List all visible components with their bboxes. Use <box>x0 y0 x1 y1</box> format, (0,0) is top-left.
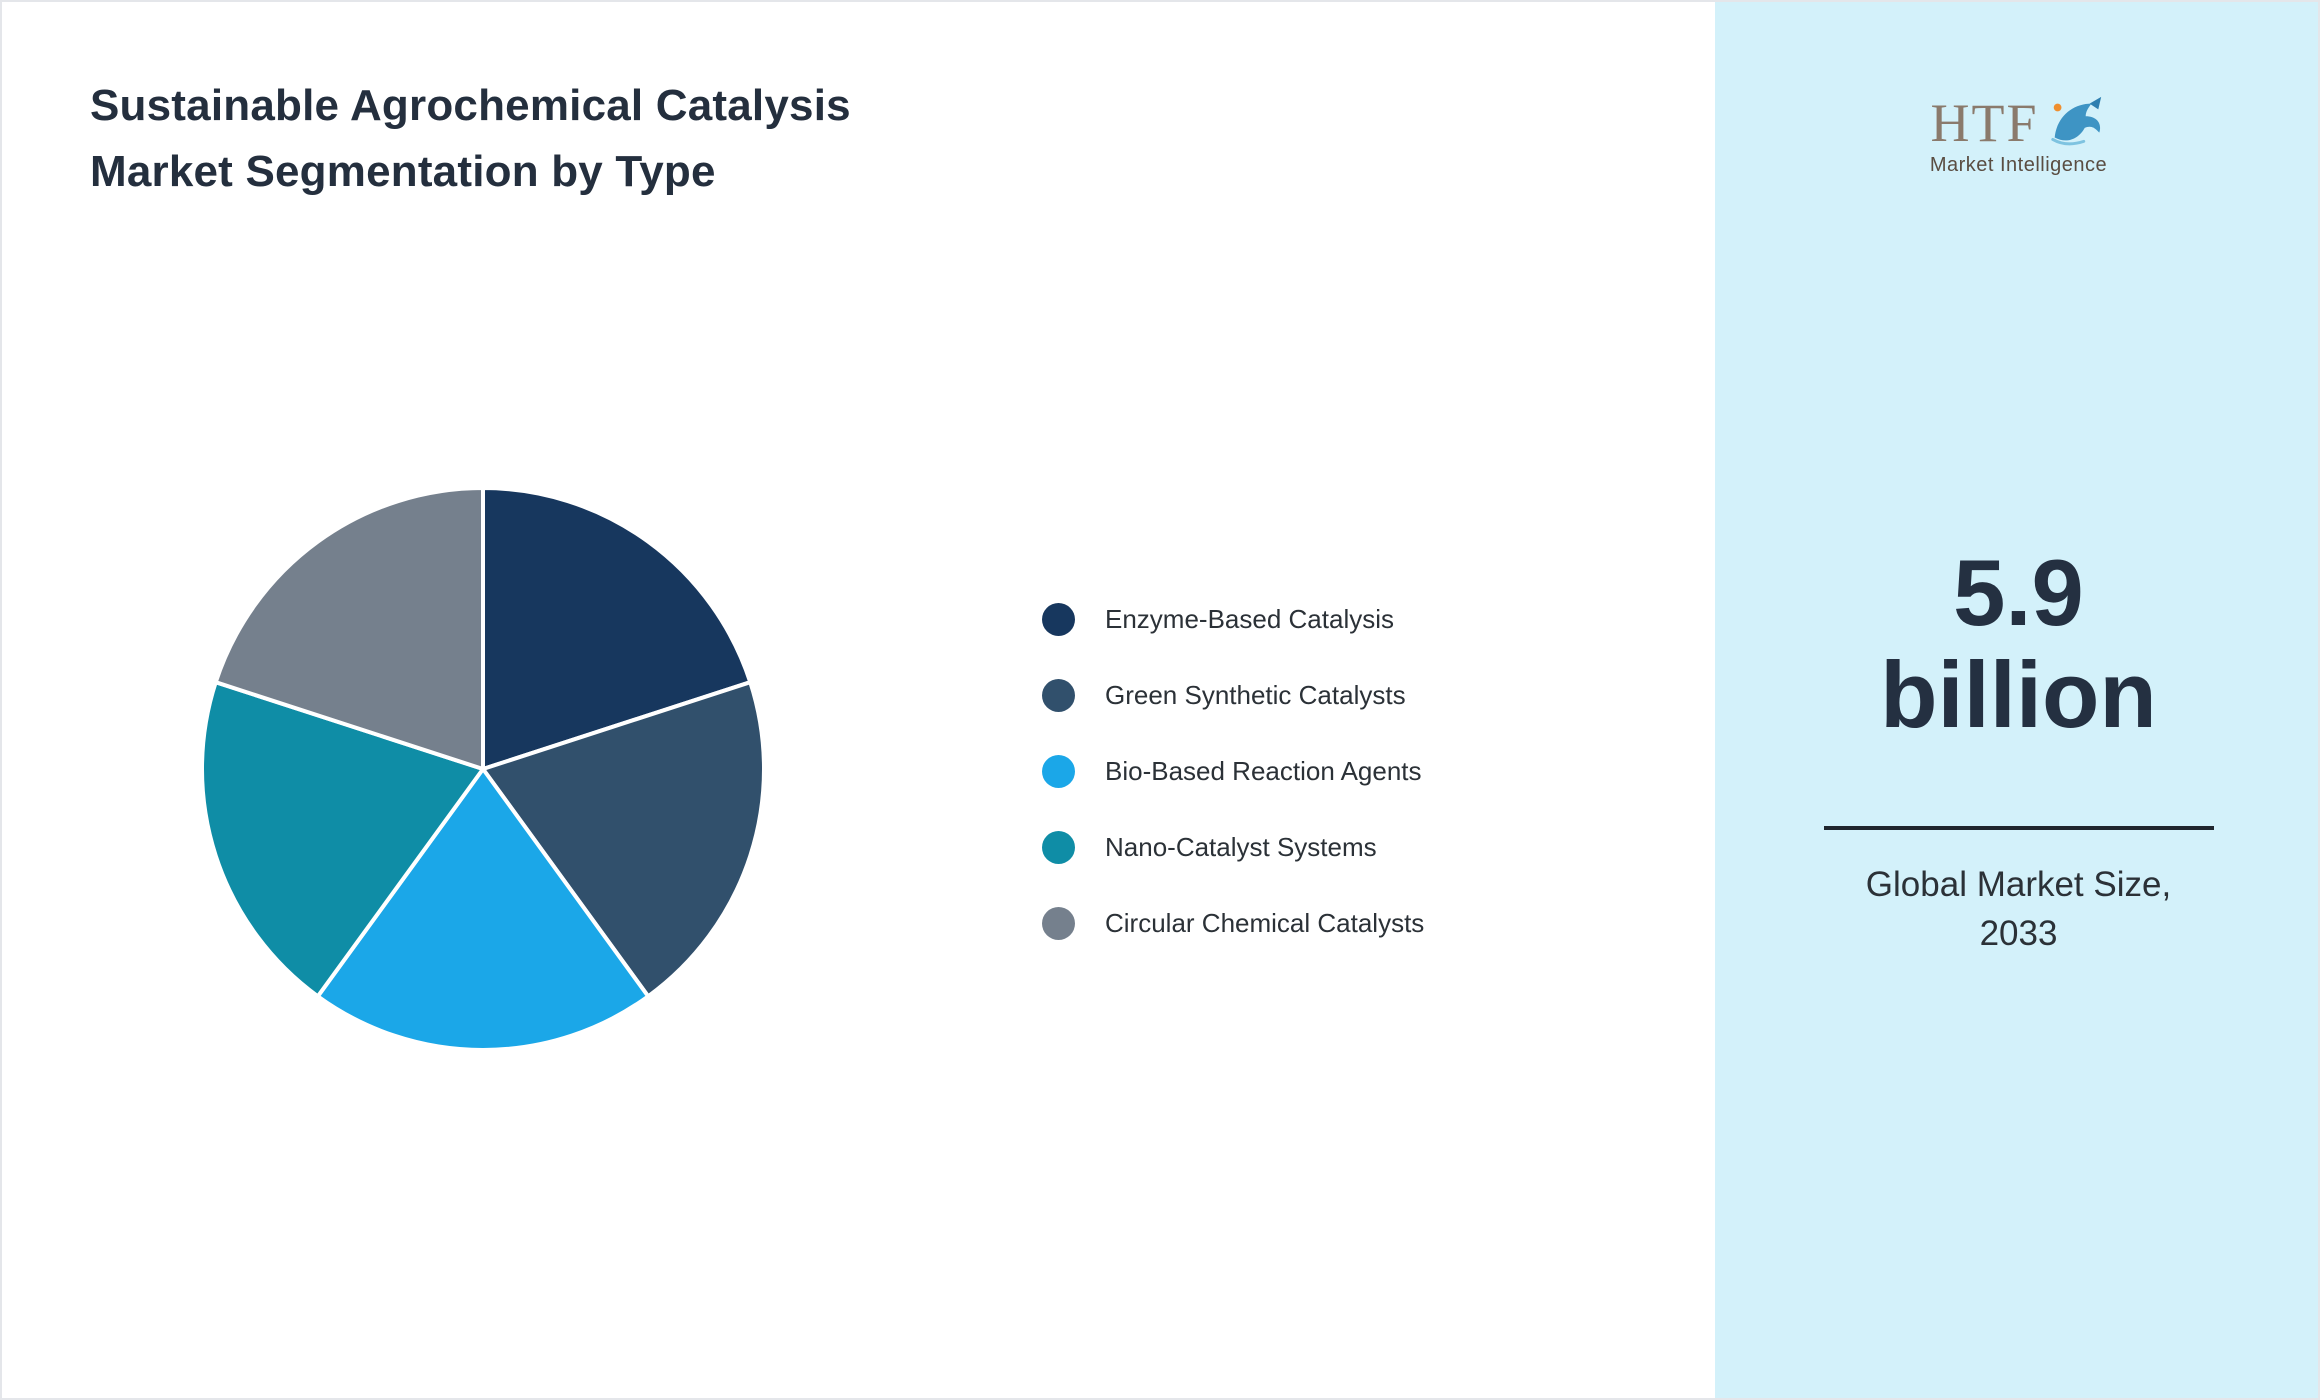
divider <box>1823 826 2214 830</box>
pie-slice <box>315 767 651 1052</box>
legend-item: Green Synthetic Catalysts <box>1042 657 1424 733</box>
brand-logo: HTF Market Intelligence <box>1715 93 2318 177</box>
pie-slice <box>200 680 485 999</box>
sidebar: HTF Market Intelligence 5.9 billion Glob… <box>1715 2 2318 1398</box>
dolphin-icon <box>2050 96 2101 146</box>
legend-label: Enzyme-Based Catalysis <box>1105 603 1394 634</box>
legend-swatch <box>1042 906 1075 940</box>
legend-item: Enzyme-Based Catalysis <box>1042 581 1424 657</box>
legend-label: Green Synthetic Catalysts <box>1105 679 1406 710</box>
legend-item: Circular Chemical Catalysts <box>1042 885 1424 961</box>
legend: Enzyme-Based Catalysis Green Synthetic Ca… <box>1042 581 1424 961</box>
legend-label: Nano-Catalyst Systems <box>1105 831 1377 862</box>
market-size-value: 5.9 billion <box>1715 540 2318 747</box>
pie-chart <box>200 486 766 1052</box>
pie-chart-container <box>183 469 783 1069</box>
legend-item: Nano-Catalyst Systems <box>1042 809 1424 885</box>
market-size-caption: Global Market Size, 2033 <box>1715 860 2318 958</box>
legend-item: Bio-Based Reaction Agents <box>1042 733 1424 809</box>
pie-slice <box>481 486 753 771</box>
market-size-caption-line1: Global Market Size, <box>1865 865 2172 904</box>
market-size-value-line1: 5.9 <box>1953 540 2084 645</box>
market-size-value-line2: billion <box>1880 641 2157 747</box>
legend-swatch <box>1042 678 1075 712</box>
legend-swatch <box>1042 602 1075 636</box>
legend-swatch <box>1042 754 1075 788</box>
brand-tagline: Market Intelligence <box>1929 154 2108 176</box>
legend-label: Circular Chemical Catalysts <box>1105 907 1425 938</box>
page-title: Sustainable Agrochemical Catalysis Marke… <box>90 81 851 197</box>
market-size-caption-line2: 2033 <box>1979 914 2058 953</box>
pie-slice <box>481 680 766 999</box>
legend-label: Bio-Based Reaction Agents <box>1105 755 1422 786</box>
brand-name: HTF <box>1930 93 2039 153</box>
legend-swatch <box>1042 830 1075 864</box>
pie-slice <box>213 486 485 771</box>
